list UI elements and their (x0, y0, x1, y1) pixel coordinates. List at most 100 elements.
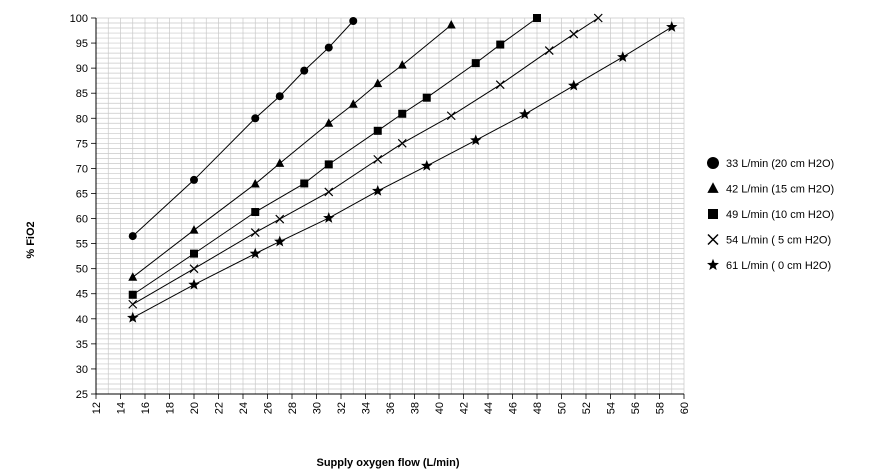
data-point-triangle (128, 272, 138, 281)
data-point-square (496, 40, 505, 49)
data-point-triangle (189, 225, 199, 234)
data-point-triangle (373, 78, 383, 88)
x-tick-label: 22 (214, 402, 226, 414)
x-tick-label: 48 (532, 402, 544, 414)
legend-marker (707, 233, 719, 246)
series-square (128, 14, 541, 299)
x-tick-label: 20 (189, 402, 201, 414)
data-point-circle (190, 175, 198, 184)
y-tick-labels: 25 30 35 40 45 50 55 60 65 70 75 80 85 90 95 100 (70, 13, 88, 401)
x-tick-label: 54 (606, 402, 618, 414)
y-tick-label: 80 (76, 113, 88, 125)
y-tick-label: 35 (76, 339, 88, 351)
y-tick-label: 40 (76, 314, 88, 326)
grid (95, 17, 685, 395)
data-point-triangle (275, 158, 285, 167)
data-point-square (471, 59, 480, 68)
data-point-x (250, 228, 260, 237)
data-point-circle (300, 66, 309, 75)
series-star (127, 21, 678, 323)
data-point-star (127, 311, 139, 323)
legend-item: 54 L/min ( 5 cm H2O) (707, 233, 831, 247)
legend: 33 L/min (20 cm H2O) 42 L/min (15 cm H2O)… (707, 157, 834, 272)
data-point-triangle (446, 20, 456, 29)
data-point-square (422, 93, 431, 102)
series-triangle (128, 20, 456, 281)
legend-marker (708, 209, 718, 219)
y-tick-label: 30 (76, 364, 88, 376)
data-point-circle (128, 232, 137, 241)
y-tick-label: 25 (76, 389, 88, 401)
x-tick-label: 26 (263, 402, 275, 414)
data-point-square (533, 14, 541, 22)
x-tick-labels: 12 14 16 18 20 22 24 26 28 30 32 34 36 38 40 42 44 46 48 50… (91, 402, 691, 414)
x-tick-label: 40 (434, 402, 446, 414)
x-tick-label: 16 (140, 402, 152, 414)
series-line (132, 26, 673, 319)
data-point-triangle (397, 60, 407, 69)
y-tick-label: 55 (76, 239, 88, 251)
data-point-star (568, 79, 580, 91)
data-point-circle (324, 43, 333, 52)
x-tick-label: 46 (508, 402, 520, 414)
data-point-star (372, 184, 384, 196)
y-tick-label: 90 (76, 63, 88, 75)
x-tick-label: 38 (410, 402, 422, 414)
data-point-x (446, 111, 456, 121)
legend-item: 42 L/min (15 cm H2O) (707, 182, 834, 196)
x-tick-label: 56 (630, 402, 642, 414)
x-tick-label: 58 (655, 402, 667, 414)
legend-marker-circle (707, 157, 719, 169)
data-point-star (274, 235, 286, 247)
data-point-square (324, 160, 333, 169)
data-point-star (617, 51, 629, 62)
legend-marker (707, 182, 719, 193)
x-axis-title: Supply oxygen flow (L/min) (317, 457, 460, 469)
legend-marker (707, 258, 719, 271)
y-tick-label: 60 (76, 214, 88, 226)
axes (91, 17, 685, 399)
data-point-x (373, 154, 383, 164)
x-tick-label: 50 (557, 402, 569, 414)
data-point-x (324, 187, 334, 197)
y-tick-label: 50 (76, 264, 88, 276)
data-point-x (544, 46, 554, 56)
x-tick-label: 60 (679, 402, 691, 414)
x-tick-label: 36 (385, 402, 397, 414)
y-axis-title: % FiO2 (25, 221, 37, 258)
x-tick-label: 30 (312, 402, 324, 414)
data-point-square (373, 126, 382, 135)
data-point-square (251, 208, 260, 217)
x-tick-label: 52 (581, 402, 593, 414)
legend-marker-star (707, 258, 719, 271)
data-point-star (249, 247, 261, 259)
x-tick-label: 14 (116, 402, 128, 414)
data-point-circle (251, 114, 260, 123)
legend-item: 61 L/min ( 0 cm H2O) (707, 258, 831, 272)
data-point-square (300, 179, 309, 188)
data-point-star (188, 278, 200, 290)
data-point-circle (349, 17, 358, 26)
legend-label: 42 L/min (15 cm H2O) (726, 184, 834, 196)
x-tick-label: 12 (91, 402, 103, 414)
y-tick-label: 75 (76, 138, 88, 150)
data-point-triangle (324, 118, 334, 127)
data-point-x (593, 13, 603, 23)
legend-marker-x (707, 233, 719, 246)
data-point-star (470, 134, 482, 146)
data-point-triangle (348, 99, 358, 108)
legend-label: 49 L/min (10 cm H2O) (726, 209, 834, 221)
data-point-star (519, 108, 531, 120)
data-point-triangle (250, 178, 260, 188)
series-group (127, 13, 678, 323)
y-tick-label: 65 (76, 188, 88, 200)
y-tick-label: 70 (76, 163, 88, 175)
x-tick-label: 24 (238, 402, 250, 414)
data-point-circle (275, 92, 284, 101)
data-point-x (397, 138, 407, 148)
x-tick-label: 44 (483, 402, 495, 414)
y-tick-label: 95 (76, 38, 88, 50)
data-point-star (666, 21, 678, 32)
y-tick-label: 100 (70, 13, 88, 25)
